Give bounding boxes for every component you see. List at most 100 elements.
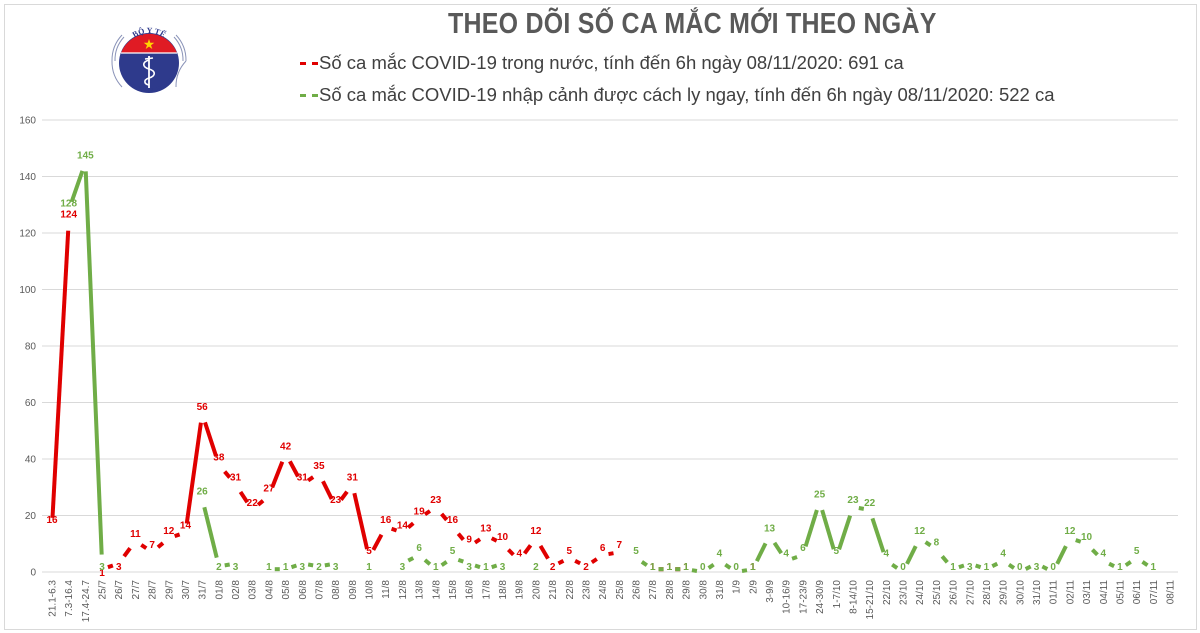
x-tick-label: 25/7	[98, 580, 109, 600]
legend-label-domestic: Số ca mắc COVID-19 trong nước, tính đến …	[319, 52, 904, 73]
data-label: 12	[163, 526, 175, 537]
data-label: 12	[914, 526, 926, 537]
series-segment	[490, 536, 498, 543]
chart-title: THEO DÕI SỐ CA MẮC MỚI THEO NGÀY	[448, 8, 937, 40]
series-segment	[974, 563, 982, 570]
series-segment	[538, 544, 550, 560]
series-segment	[905, 545, 918, 565]
data-label: 5	[366, 546, 372, 557]
series-segment	[1124, 560, 1132, 567]
x-tick-label: 1/9	[732, 580, 743, 594]
y-tick-label: 40	[25, 455, 37, 466]
data-label: 1	[683, 562, 689, 573]
x-tick-label: 24/10	[915, 580, 926, 605]
data-label: 13	[480, 523, 492, 534]
series-segment	[339, 490, 349, 501]
data-label: 16	[46, 515, 58, 526]
x-tick-label: 28/8	[665, 580, 676, 600]
x-tick-label: 18/8	[498, 580, 509, 600]
series-segment	[491, 563, 498, 570]
series-segment	[371, 533, 384, 551]
data-label: 1	[667, 562, 673, 573]
data-label: 16	[447, 515, 459, 526]
chart-frame	[4, 4, 1197, 630]
x-tick-label: 26/7	[114, 580, 125, 600]
data-label: 4	[516, 549, 522, 560]
data-label: 56	[197, 402, 209, 413]
series-segment	[506, 548, 515, 557]
data-label: 5	[450, 546, 456, 557]
data-label: 3	[116, 562, 122, 573]
series-segment	[772, 541, 783, 555]
data-label: 1	[266, 562, 272, 573]
x-tick-label: 25/8	[615, 580, 626, 600]
data-label: 2	[533, 562, 539, 573]
series-segment	[1108, 561, 1116, 568]
x-tick-label: 26/8	[632, 580, 643, 600]
x-tick-label: 31/8	[715, 580, 726, 600]
data-label: 4	[1100, 549, 1106, 560]
data-label: 8	[934, 537, 940, 548]
series-segment	[202, 506, 219, 559]
data-label: 42	[280, 441, 292, 452]
series-segment	[791, 555, 798, 561]
x-tick-label: 27/10	[965, 580, 976, 605]
series-segment	[1090, 548, 1099, 557]
x-tick-label: 30/8	[698, 580, 709, 600]
data-label: 23	[847, 495, 859, 506]
data-label: 1	[984, 562, 990, 573]
data-label: 10	[1081, 532, 1093, 543]
y-tick-label: 160	[19, 116, 36, 127]
svg-text:BỘ Y TẾ: BỘ Y TẾ	[131, 26, 168, 39]
data-label: 2	[583, 562, 589, 573]
x-tick-label: 20/8	[531, 580, 542, 600]
series-segment	[457, 557, 464, 564]
data-label: 128	[60, 198, 77, 209]
data-label: 38	[213, 453, 225, 464]
series-segment	[640, 560, 648, 567]
data-labels: 1612413117121456383122274231352331516141…	[46, 150, 1156, 579]
series-segment	[50, 230, 71, 518]
series-segment	[156, 541, 165, 549]
series-segment	[820, 509, 836, 550]
data-label: 3	[967, 562, 973, 573]
x-tick-label: 7.3-16.4	[64, 580, 75, 617]
series-segment	[1055, 545, 1068, 565]
series-segment	[707, 562, 715, 570]
x-axis: 21.1-6.3 7.3-16.4 17.4-24.7 25/7 26/7 27/7 28/…	[48, 580, 1177, 623]
x-tick-label: 05/11	[1115, 580, 1126, 605]
x-tick-label: 15-21/10	[865, 580, 876, 620]
series-segment	[691, 568, 698, 573]
x-tick-label: 29/10	[999, 580, 1010, 605]
series-segment	[184, 422, 203, 524]
series-segment	[724, 562, 732, 570]
data-label: 3	[99, 562, 105, 573]
series-segment	[557, 559, 565, 566]
series-segment	[107, 563, 114, 570]
data-label: 1	[667, 562, 673, 573]
series-segment	[755, 542, 768, 562]
data-label: 1	[650, 562, 656, 573]
data-label: 23	[330, 495, 342, 506]
data-label: 6	[600, 543, 606, 554]
x-tick-label: 23/10	[899, 580, 910, 605]
series-segment	[456, 532, 465, 541]
series-segment	[1041, 564, 1049, 571]
series-segment	[803, 509, 819, 548]
y-tick-label: 20	[25, 511, 37, 522]
y-tick-label: 100	[19, 285, 36, 296]
y-axis: 0 20 40 60 80 100 120 140 160	[19, 116, 36, 579]
series-segment	[991, 561, 999, 568]
data-label: 6	[800, 543, 806, 554]
data-label: 1	[1117, 562, 1123, 573]
data-label: 26	[197, 487, 209, 498]
data-label: 27	[263, 484, 275, 495]
series-segment	[741, 568, 748, 573]
x-tick-label: 17.4-24.7	[81, 580, 92, 623]
series-segment	[223, 470, 232, 479]
series-segment	[590, 557, 598, 565]
legend-item-imported: Số ca mắc COVID-19 nhập cảnh được cách l…	[300, 84, 1055, 106]
data-label: 1	[650, 562, 656, 573]
data-label: 5	[567, 546, 573, 557]
